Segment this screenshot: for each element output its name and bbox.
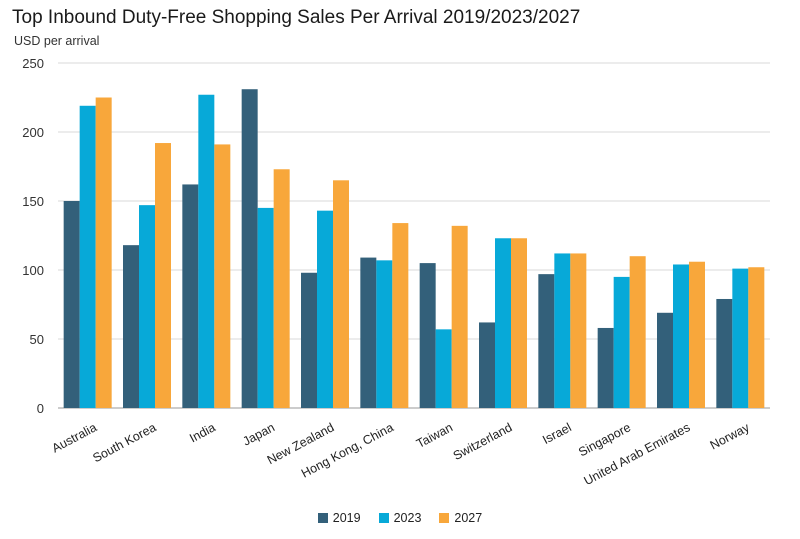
legend-swatch (317, 513, 328, 523)
y-tick-label: 100 (22, 263, 44, 278)
x-tick-label: Taiwan (414, 420, 455, 451)
bar-2019 (63, 201, 80, 408)
y-tick-label: 200 (22, 125, 44, 140)
bar-2023 (495, 238, 511, 408)
bar-2023 (732, 268, 749, 408)
x-tick-label: Australia (50, 420, 100, 455)
y-tick-label: 150 (22, 194, 44, 209)
legend-item-2027: 2027 (439, 511, 482, 525)
y-tick-label: 50 (30, 332, 44, 347)
bars (63, 89, 765, 409)
bar-2023 (613, 276, 630, 408)
bar-2023 (435, 329, 452, 408)
bar-2019 (123, 245, 139, 408)
x-tick-label: India (187, 420, 218, 445)
legend-label: 2027 (454, 511, 483, 525)
bar-2023 (317, 210, 333, 408)
bar-2027 (629, 256, 646, 408)
bar-2027 (570, 253, 587, 408)
y-tick-label: 0 (37, 401, 44, 416)
bar-2023 (257, 207, 274, 408)
bar-2027 (333, 180, 349, 408)
y-tick-label: 250 (22, 56, 44, 71)
bar-2023 (376, 260, 393, 408)
bar-2027 (689, 261, 705, 408)
chart-title: Top Inbound Duty-Free Shopping Sales Per… (12, 7, 581, 28)
x-tick-label: Japan (240, 420, 277, 448)
bar-2019 (241, 89, 258, 408)
bar-2023 (554, 253, 571, 408)
legend: 2019 2023 2027 (0, 511, 800, 525)
bar-2019 (301, 272, 317, 408)
x-tick-label: Switzerland (451, 420, 515, 463)
bar-2019 (538, 274, 555, 408)
bar-2027 (95, 97, 112, 408)
legend-label: 2023 (393, 511, 422, 525)
legend-swatch (378, 513, 389, 523)
bar-2027 (511, 238, 527, 408)
gridlines (58, 62, 770, 409)
legend-item-2023: 2023 (378, 511, 422, 525)
bar-2019 (657, 312, 673, 408)
bar-2019 (597, 327, 614, 408)
bar-2027 (451, 225, 468, 408)
x-tick-label: United Arab Emirates (582, 420, 693, 488)
bar-2019 (479, 322, 495, 408)
bar-2027 (748, 267, 765, 408)
legend-label: 2019 (332, 511, 361, 525)
bar-2019 (360, 257, 377, 408)
bar-2027 (155, 143, 171, 409)
x-tick-label: Israel (540, 420, 574, 447)
bar-2027 (214, 144, 231, 409)
bar-2023 (79, 105, 96, 408)
legend-item-2019: 2019 (317, 511, 361, 525)
x-tick-label: South Korea (90, 420, 158, 465)
bar-2023 (198, 94, 215, 409)
y-axis-ticks: 0 50 100 150 200 250 (22, 56, 44, 416)
bar-2019 (182, 184, 199, 408)
legend-swatch (439, 513, 450, 523)
bar-2023 (139, 205, 155, 408)
x-tick-label: Norway (708, 420, 753, 453)
bar-2019 (716, 298, 733, 408)
bar-2027 (392, 223, 409, 408)
bar-2027 (273, 169, 290, 408)
y-axis-label: USD per arrival (14, 34, 100, 48)
bar-2023 (673, 264, 689, 408)
bar-2019 (419, 263, 436, 408)
